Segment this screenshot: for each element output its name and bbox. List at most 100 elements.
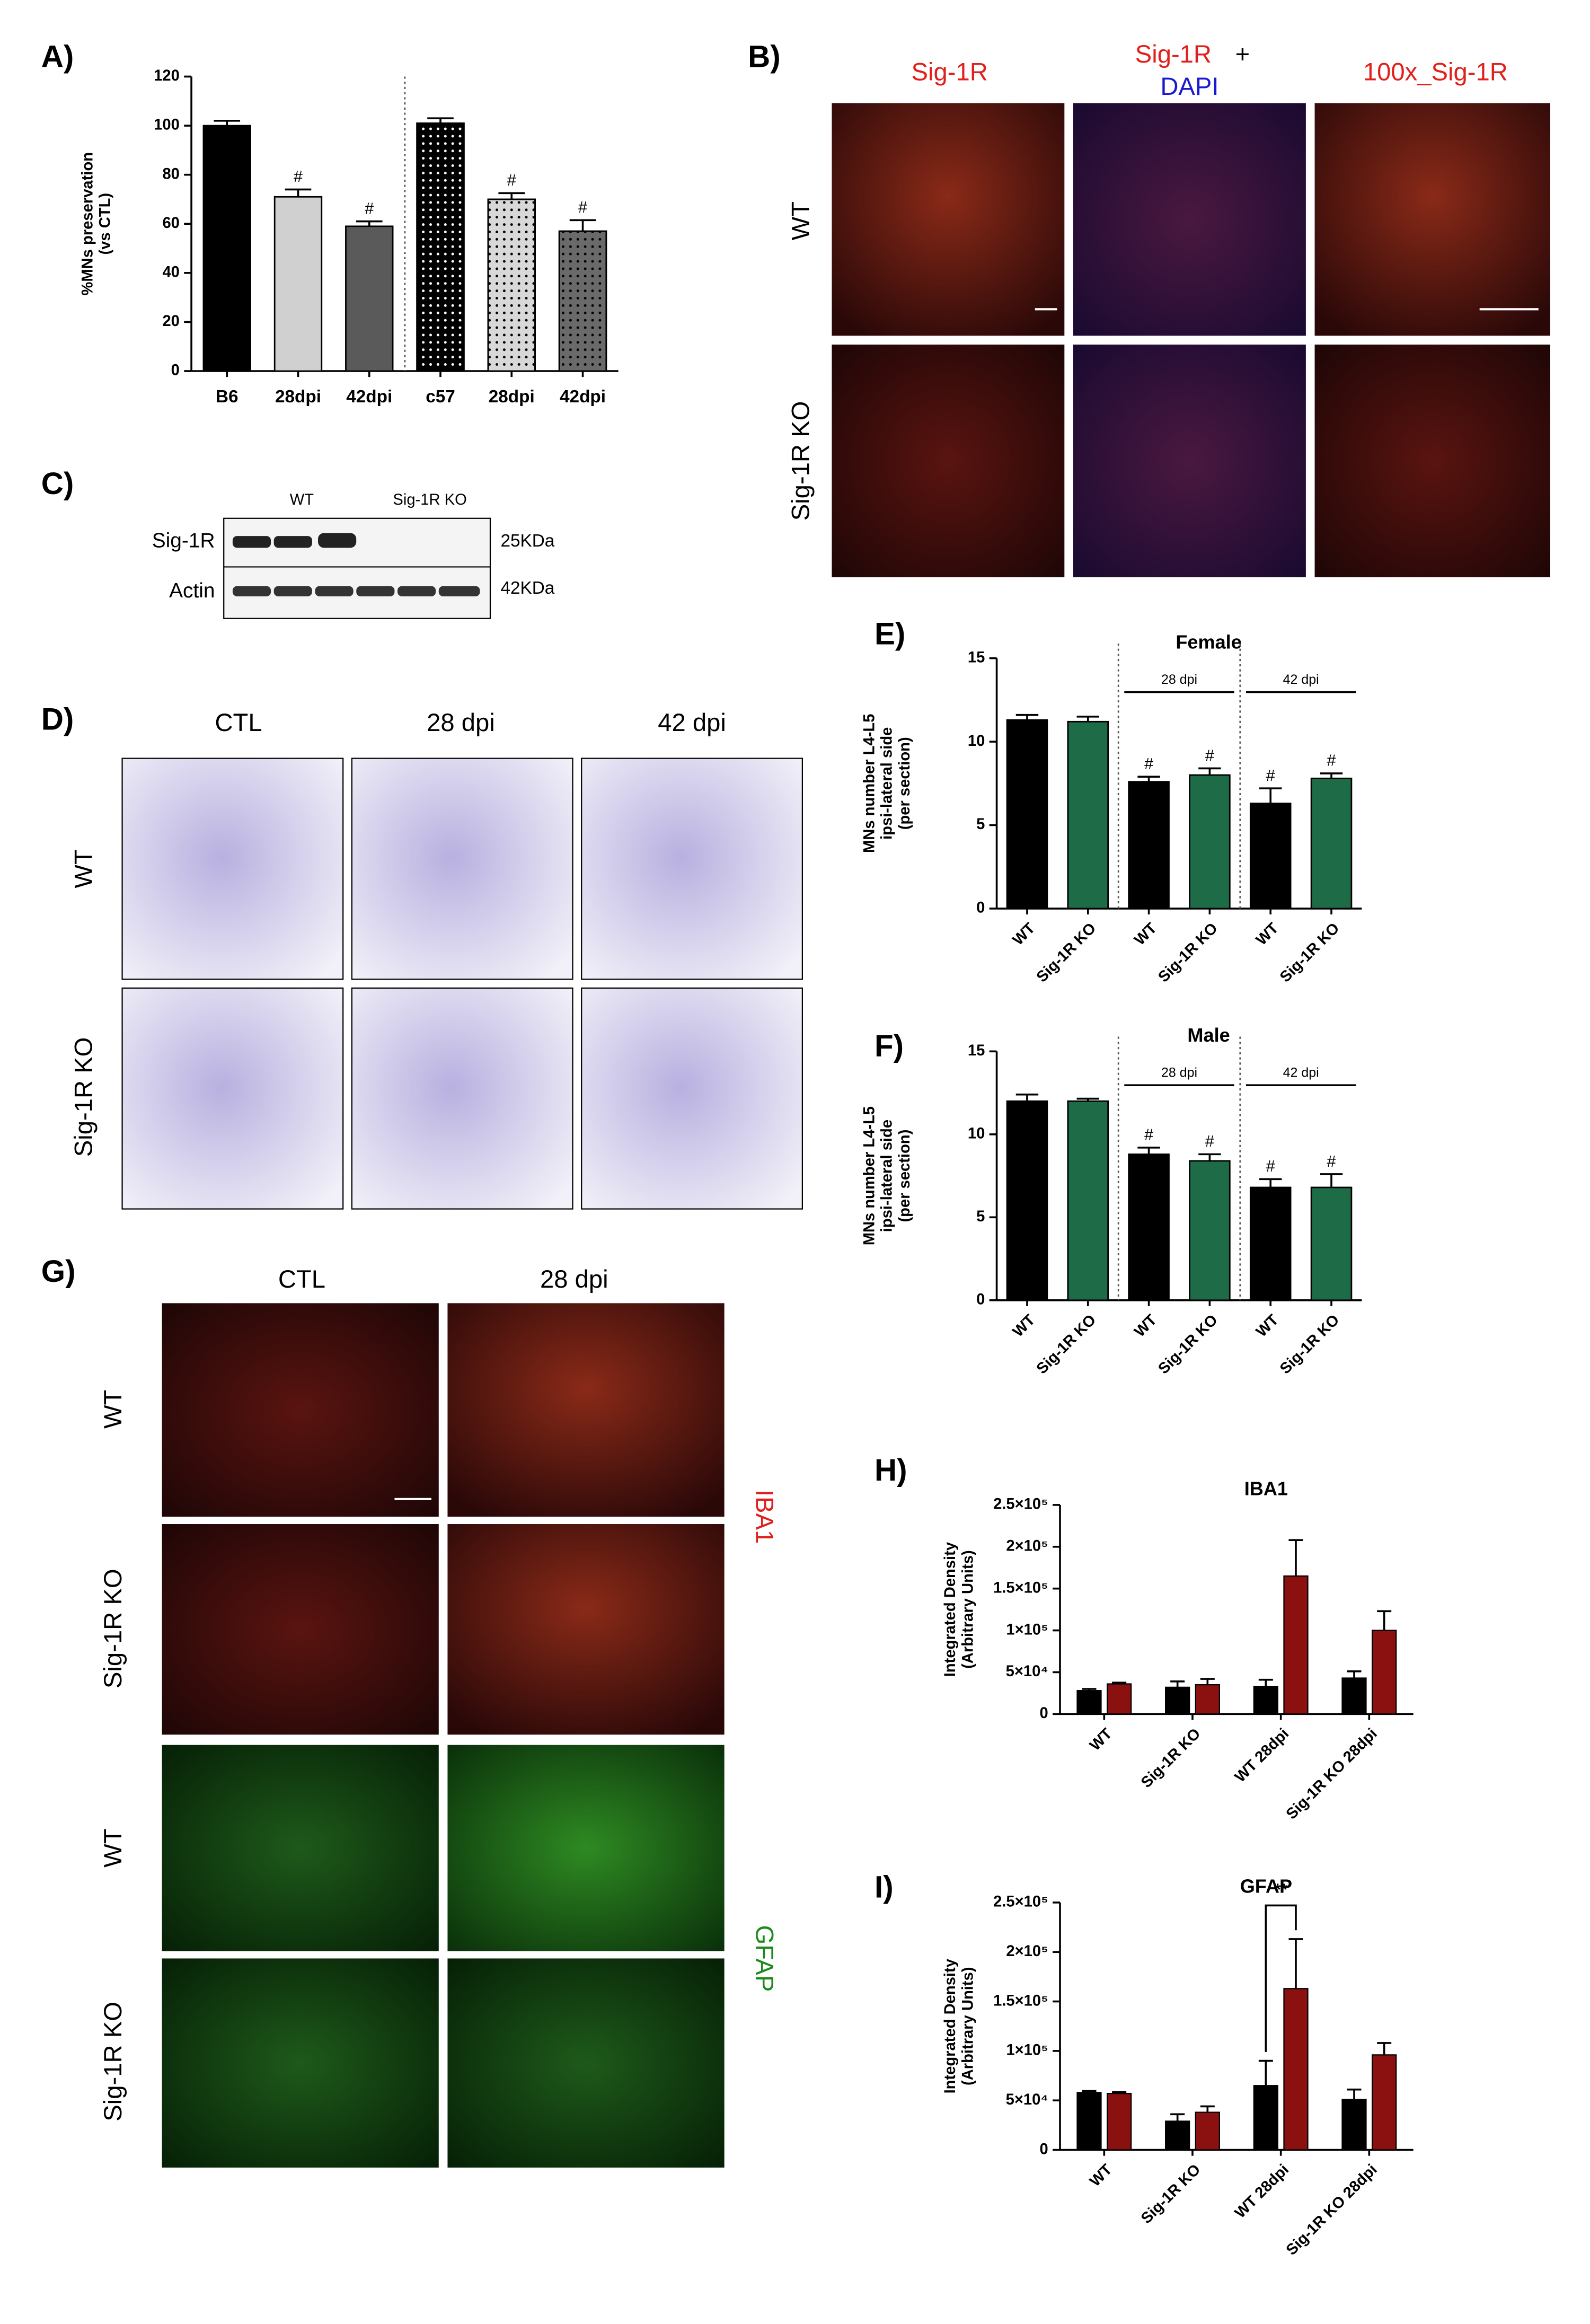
y-tick-label: 10 [968, 733, 985, 750]
bar [1128, 781, 1170, 910]
annotation: # [1205, 1132, 1214, 1150]
annotation: # [294, 168, 303, 186]
annotation: # [1266, 1157, 1275, 1175]
panel-label: C) [41, 466, 74, 501]
x-tick-label: WT 28dpi [1232, 2161, 1292, 2222]
x-tick-label: WT [1010, 920, 1039, 949]
bar [1249, 1186, 1292, 1301]
annotation: # [578, 198, 587, 216]
y-tick-label: 5 [976, 1208, 985, 1225]
x-tick-label: Sig-1R KO [1155, 920, 1221, 986]
blot-size: 42KDa [500, 578, 554, 598]
bar [1372, 2054, 1397, 2151]
y-axis-label: (per section) [896, 737, 913, 830]
x-tick-label: 28dpi [275, 387, 321, 407]
y-tick-label: 2.5×10⁵ [993, 1496, 1048, 1513]
bar [1253, 1686, 1278, 1715]
bar [1195, 1684, 1220, 1715]
annotation: # [1327, 752, 1336, 770]
column-header: 28 dpi [540, 1265, 608, 1293]
blot-row: Actin [169, 579, 215, 602]
marker-label: GFAP [750, 1925, 778, 1992]
group-label: 42 dpi [1283, 1066, 1319, 1080]
panel-label: D) [41, 702, 74, 737]
x-tick-label: Sig-1R KO [1277, 1311, 1343, 1378]
column-header: + [1235, 40, 1250, 68]
y-tick-label: 5 [976, 816, 985, 833]
bar [1310, 1186, 1353, 1301]
panel-label: F) [874, 1029, 904, 1063]
marker-label: IBA1 [750, 1490, 778, 1544]
y-axis-label: (per section) [896, 1130, 913, 1222]
group-label: 28 dpi [1161, 672, 1197, 687]
row-label: WT [99, 1390, 127, 1429]
y-tick-label: 1×10⁵ [1006, 1621, 1048, 1638]
x-tick-label: Sig-1R KO 28dpi [1283, 2161, 1381, 2259]
chart-title: Male [1187, 1024, 1230, 1046]
bar [1006, 719, 1048, 910]
bar [1128, 1153, 1170, 1301]
y-tick-label: 5×10⁴ [1006, 1663, 1048, 1680]
x-tick-label: Sig-1R KO 28dpi [1283, 1725, 1381, 1823]
y-axis-label: Integrated Density [942, 1542, 959, 1677]
panel-label: H) [874, 1453, 907, 1487]
bar [345, 225, 394, 372]
group-label: 28 dpi [1161, 1066, 1197, 1080]
bar-pattern [416, 122, 465, 372]
bar [202, 125, 251, 372]
column-header: 100x_Sig-1R [1363, 58, 1508, 86]
y-tick-label: 120 [154, 67, 180, 84]
bar-pattern [558, 230, 607, 372]
panel-label: E) [874, 617, 905, 651]
blot-group: Sig-1R KO [393, 491, 466, 508]
micrographs [832, 103, 1550, 577]
x-tick-label: WT [1253, 1311, 1282, 1341]
bar [1107, 1683, 1132, 1715]
x-tick-label: Sig-1R KO [1034, 1311, 1100, 1378]
column-header: CTL [215, 709, 262, 737]
y-tick-label: 15 [968, 1042, 985, 1059]
bar [1076, 2092, 1102, 2151]
bar [1341, 1677, 1367, 1715]
row-label: Sig-1R KO [70, 1037, 98, 1157]
y-tick-label: 2×10⁵ [1006, 1943, 1048, 1960]
y-tick-label: 5×10⁴ [1006, 2091, 1048, 2108]
annotation: # [365, 199, 374, 217]
panel-label: G) [41, 1254, 76, 1289]
annotation: # [1266, 767, 1275, 785]
y-axis-label: Integrated Density [942, 1958, 959, 2093]
x-tick-label: 42dpi [560, 387, 606, 407]
chart-title: GFAP [1240, 1876, 1292, 1897]
bar [1107, 2093, 1132, 2151]
bar-pattern [487, 198, 536, 372]
x-tick-label: WT [1253, 920, 1282, 949]
y-tick-label: 15 [968, 649, 985, 666]
micrographs [162, 1303, 725, 2168]
row-label: Sig-1R KO [99, 1569, 127, 1688]
y-axis-label: ipsi-lateral side [879, 727, 896, 840]
bar [273, 196, 323, 372]
x-tick-label: Sig-1R KO [1034, 920, 1100, 986]
bar [1283, 1575, 1309, 1715]
y-tick-label: 0 [976, 900, 985, 917]
y-axis-label: (vs CTL) [97, 193, 114, 255]
y-tick-label: 0 [171, 362, 180, 379]
significance-bracket [1265, 1904, 1297, 2052]
panel-label: A) [41, 40, 74, 74]
annotation: # [1327, 1152, 1336, 1170]
blot-row: Sig-1R [152, 529, 215, 552]
x-tick-label: B6 [216, 387, 238, 407]
blot [223, 517, 491, 619]
bar [1189, 1160, 1231, 1301]
annotation: # [1205, 746, 1214, 764]
x-tick-label: WT 28dpi [1232, 1725, 1292, 1785]
bar [1283, 1988, 1309, 2151]
x-tick-label: WT [1010, 1311, 1039, 1341]
bar [1165, 2120, 1190, 2151]
y-tick-label: 40 [162, 264, 179, 281]
bar [1189, 774, 1231, 910]
y-tick-label: 80 [162, 165, 179, 182]
y-tick-label: 1.5×10⁵ [993, 1579, 1048, 1596]
